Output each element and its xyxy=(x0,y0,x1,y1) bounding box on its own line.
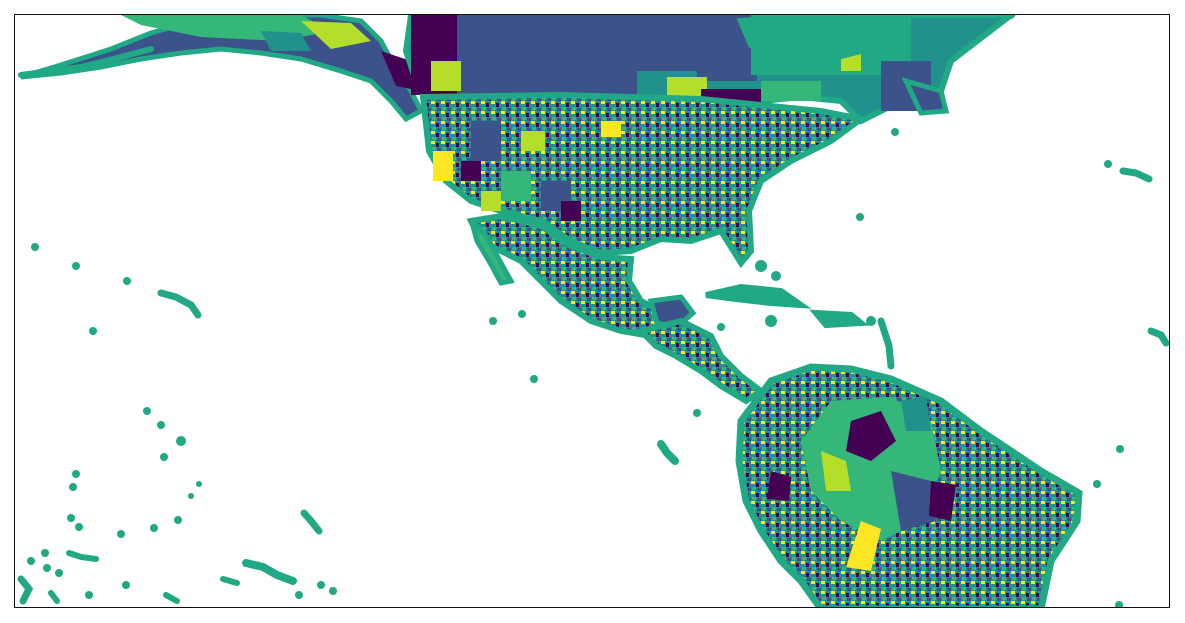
region-united-states[interactable] xyxy=(419,91,869,269)
alaska-aleutians xyxy=(18,46,154,78)
island xyxy=(123,277,131,285)
island xyxy=(157,421,165,429)
us-county xyxy=(433,151,453,181)
amazon-subregion xyxy=(821,451,851,491)
island xyxy=(317,581,325,589)
jamaica xyxy=(765,315,777,327)
lesser-antilles xyxy=(877,317,895,370)
island xyxy=(143,407,151,415)
region-pacific-islands xyxy=(17,243,725,605)
amazon-subregion xyxy=(846,521,881,571)
galapagos-islands xyxy=(657,440,679,465)
island xyxy=(188,493,194,499)
island xyxy=(67,514,75,522)
amazon-subregion xyxy=(767,471,791,501)
us-county xyxy=(561,201,581,221)
island xyxy=(150,524,158,532)
island xyxy=(160,453,168,461)
island xyxy=(1104,160,1112,168)
baja-california xyxy=(468,217,515,286)
island-chain xyxy=(242,559,297,585)
us-county xyxy=(521,131,545,151)
region-canada[interactable] xyxy=(402,15,1016,125)
island xyxy=(1115,601,1123,607)
hawaiian-islands xyxy=(157,289,202,319)
island xyxy=(27,557,35,565)
island xyxy=(717,323,725,331)
amazon-subregion xyxy=(891,471,936,531)
island xyxy=(295,591,303,599)
alaska-segment xyxy=(261,31,311,51)
island xyxy=(196,481,202,487)
map-frame xyxy=(14,14,1170,608)
central-america-isthmus xyxy=(635,317,767,405)
amazon-subregion xyxy=(901,396,931,431)
island xyxy=(69,483,77,491)
island-chain xyxy=(220,576,240,586)
canada-segment xyxy=(431,61,461,91)
island xyxy=(856,213,864,221)
canada-nwt xyxy=(457,15,637,97)
island xyxy=(693,409,701,417)
island xyxy=(72,262,80,270)
canada-segment xyxy=(667,77,707,99)
us-county xyxy=(501,171,531,201)
cuba xyxy=(705,283,812,309)
baffin-island xyxy=(736,15,876,65)
island xyxy=(176,436,186,446)
cape-verde xyxy=(1147,327,1169,347)
island-chain xyxy=(66,550,99,562)
island xyxy=(55,569,63,577)
island xyxy=(329,587,337,595)
canada-nunavut xyxy=(637,15,757,81)
island xyxy=(85,591,93,599)
island xyxy=(518,310,526,318)
newfoundland xyxy=(901,77,950,116)
island xyxy=(31,243,39,251)
island xyxy=(1007,15,1015,19)
choropleth-map[interactable] xyxy=(15,15,1170,608)
island xyxy=(75,523,83,531)
island xyxy=(41,549,49,557)
island-chain xyxy=(163,592,180,604)
island xyxy=(174,516,182,524)
us-county xyxy=(601,121,621,137)
us-county xyxy=(481,191,501,211)
us-county xyxy=(471,121,501,161)
island xyxy=(1093,480,1101,488)
region-alaska[interactable] xyxy=(18,15,425,123)
region-central-america[interactable] xyxy=(635,317,767,405)
region-caribbean[interactable] xyxy=(705,260,895,370)
region-south-america[interactable] xyxy=(735,363,1083,608)
island xyxy=(122,581,130,589)
hispaniola xyxy=(809,309,869,329)
island xyxy=(530,375,538,383)
island xyxy=(89,327,97,335)
island xyxy=(891,128,899,136)
canada-segment xyxy=(761,81,821,101)
island xyxy=(117,530,125,538)
bahamas xyxy=(755,260,767,272)
island xyxy=(43,564,51,572)
island xyxy=(489,317,497,325)
alaska-segment xyxy=(301,21,371,49)
amazon-subregion xyxy=(929,481,956,521)
region-atlantic-islands xyxy=(856,15,1169,607)
bahamas xyxy=(771,271,781,281)
island-chain xyxy=(300,509,323,535)
island-chain xyxy=(48,590,60,604)
island xyxy=(72,470,80,478)
amazon-subregion xyxy=(846,411,896,461)
island xyxy=(1116,445,1124,453)
island-chain xyxy=(17,575,34,605)
us-county xyxy=(461,161,481,181)
azores xyxy=(1119,167,1153,183)
puerto-rico xyxy=(866,316,876,326)
